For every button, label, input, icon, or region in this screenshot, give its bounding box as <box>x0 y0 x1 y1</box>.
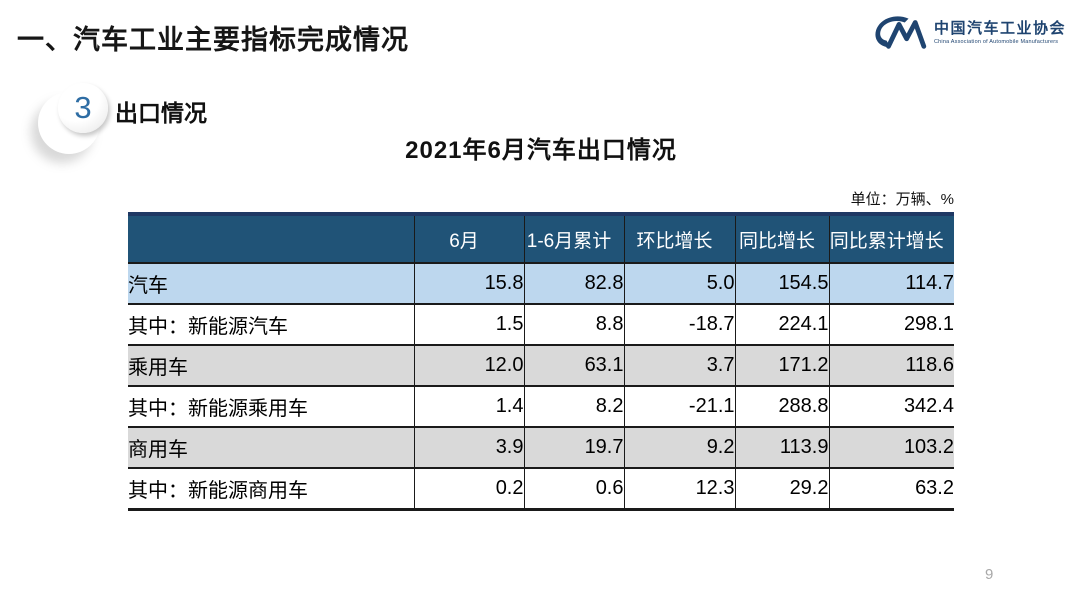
row-label-cell: 其中：新能源商用车 <box>128 467 414 510</box>
table-row: 汽车 15.8 82.8 5.0 154.5 114.7 <box>128 262 954 304</box>
row-label-cell: 乘用车 <box>128 344 414 386</box>
value-cell: 0.6 <box>523 467 624 510</box>
page-title: 一、汽车工业主要指标完成情况 <box>17 25 409 55</box>
logo-name: 中国汽车工业协会 <box>933 19 1066 37</box>
value-cell: 342.4 <box>828 385 954 427</box>
table-header-cell: 6月 <box>413 214 524 263</box>
table-header-row: 6月 1-6月累计 环比增长 同比增长 同比累计增长 <box>128 214 954 263</box>
table-row: 其中：新能源商用车 0.2 0.6 12.3 29.2 63.2 <box>128 467 954 510</box>
table-header-cell: 环比增长 <box>623 214 735 263</box>
value-cell: 118.6 <box>828 344 954 386</box>
row-label-cell: 其中：新能源乘用车 <box>128 385 414 427</box>
value-cell: 9.2 <box>623 426 735 468</box>
logo-subtitle: China Association of Automobile Manufact… <box>933 39 1059 46</box>
value-cell: 0.2 <box>413 467 524 510</box>
value-cell: 5.0 <box>623 262 735 304</box>
caam-logo-icon <box>875 16 927 49</box>
value-cell: -21.1 <box>623 385 735 427</box>
value-cell: 8.8 <box>523 303 624 345</box>
value-cell: 29.2 <box>734 467 829 510</box>
value-cell: 1.4 <box>413 385 524 427</box>
page-number: 9 <box>985 566 994 583</box>
row-label-cell: 商用车 <box>128 426 414 468</box>
value-cell: 3.7 <box>623 344 735 386</box>
table-row: 商用车 3.9 19.7 9.2 113.9 103.2 <box>128 426 954 468</box>
section-number: 3 <box>74 90 92 125</box>
value-cell: -18.7 <box>623 303 735 345</box>
value-cell: 63.1 <box>523 344 624 386</box>
value-cell: 288.8 <box>734 385 829 427</box>
value-cell: 171.2 <box>734 344 829 386</box>
table-header-cell <box>128 214 414 263</box>
value-cell: 114.7 <box>828 262 954 304</box>
row-label-cell: 其中：新能源汽车 <box>128 303 414 345</box>
row-label-cell: 汽车 <box>128 262 414 304</box>
value-cell: 12.0 <box>413 344 524 386</box>
value-cell: 8.2 <box>523 385 624 427</box>
table-title: 2021年6月汽车出口情况 <box>405 137 677 164</box>
value-cell: 3.9 <box>413 426 524 468</box>
value-cell: 103.2 <box>828 426 954 468</box>
value-cell: 15.8 <box>413 262 524 304</box>
table-row: 其中：新能源汽车 1.5 8.8 -18.7 224.1 298.1 <box>128 303 954 345</box>
table-row: 乘用车 12.0 63.1 3.7 171.2 118.6 <box>128 344 954 386</box>
table-header-cell: 1-6月累计 <box>523 214 624 263</box>
value-cell: 1.5 <box>413 303 524 345</box>
section-number-badge: 3 <box>58 83 108 133</box>
value-cell: 224.1 <box>734 303 829 345</box>
value-cell: 63.2 <box>828 467 954 510</box>
value-cell: 154.5 <box>734 262 829 304</box>
table-header-cell: 同比累计增长 <box>828 214 954 263</box>
table-row: 其中：新能源乘用车 1.4 8.2 -21.1 288.8 342.4 <box>128 385 954 427</box>
value-cell: 82.8 <box>523 262 624 304</box>
unit-label: 单位：万辆、% <box>850 191 954 208</box>
export-data-table: 6月 1-6月累计 环比增长 同比增长 同比累计增长 汽车 15.8 82.8 5.0 154.… <box>128 212 954 511</box>
table-header-cell: 同比增长 <box>734 214 829 263</box>
value-cell: 113.9 <box>734 426 829 468</box>
section-title: 出口情况 <box>115 100 207 126</box>
caam-logo: 中国汽车工业协会 China Association of Automobile… <box>870 12 1066 54</box>
value-cell: 19.7 <box>523 426 624 468</box>
value-cell: 298.1 <box>828 303 954 345</box>
value-cell: 12.3 <box>623 467 735 510</box>
caam-logo-text: 中国汽车工业协会 China Association of Automobile… <box>933 19 1066 46</box>
